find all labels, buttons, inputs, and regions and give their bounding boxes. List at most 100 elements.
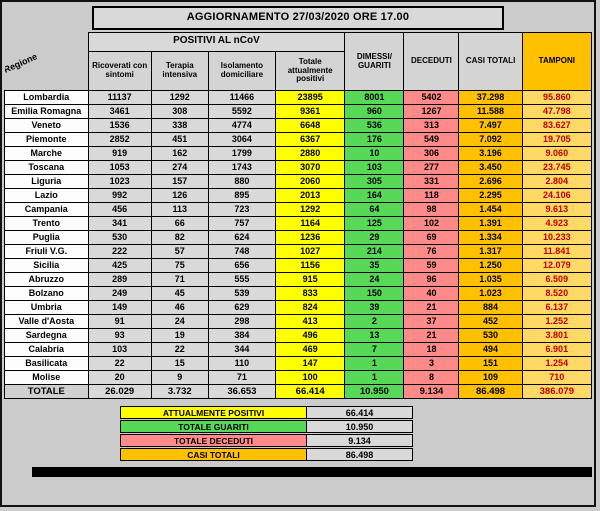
- table-cell: 249: [87, 286, 152, 301]
- table-cell: 157: [150, 174, 209, 189]
- region-label: Sardegna: [4, 328, 89, 343]
- table-cell: 496: [275, 328, 346, 343]
- legend-value: 9.134: [307, 434, 413, 447]
- table-cell: 26.029: [87, 384, 152, 399]
- table-row: Marche 919 162 1799 2880 10 306 3.196 9.060: [4, 146, 593, 161]
- table-cell: 1: [344, 370, 405, 385]
- table-cell: 2.804: [521, 174, 593, 189]
- region-label: Piemonte: [4, 132, 89, 147]
- table-cell: 2: [344, 314, 405, 329]
- table-cell: 22: [150, 342, 209, 357]
- table-cell: 126: [150, 188, 209, 203]
- table-cell: 45: [150, 286, 209, 301]
- table-row: Trento 341 66 757 1164 125 102 1.391 4.923: [4, 216, 593, 231]
- legend-label: TOTALE DECEDUTI: [120, 434, 307, 447]
- group-header-positivi: POSITIVI AL nCoV: [87, 32, 346, 52]
- table-cell: 21: [403, 328, 460, 343]
- col-header-deceduti: DECEDUTI: [403, 32, 460, 91]
- region-label: Molise: [4, 370, 89, 385]
- totals-legend: ATTUALMENTE POSITIVI 66.414 TOTALE GUARITI…: [120, 406, 440, 461]
- table-cell: 629: [207, 300, 277, 315]
- region-label: Valle d'Aosta: [4, 314, 89, 329]
- table-cell: 880: [207, 174, 277, 189]
- table-cell: 4774: [207, 118, 277, 133]
- table-cell: 344: [207, 342, 277, 357]
- table-cell: 3.801: [521, 328, 593, 343]
- table-cell: 456: [87, 202, 152, 217]
- table-cell: 341: [87, 216, 152, 231]
- table-cell: 1023: [87, 174, 152, 189]
- table-cell: 11.588: [458, 104, 523, 119]
- table-cell: 7.497: [458, 118, 523, 133]
- table-cell: 10: [344, 146, 405, 161]
- corner-region-label: Regione: [4, 32, 89, 91]
- legend-row: TOTALE GUARITI 10.950: [120, 420, 440, 433]
- table-cell: 95.860: [521, 90, 593, 105]
- table-cell: 2060: [275, 174, 346, 189]
- table-row: Molise 20 9 71 100 1 8 109 710: [4, 370, 593, 385]
- table-cell: 98: [403, 202, 460, 217]
- table-cell: 214: [344, 244, 405, 259]
- region-label: Abruzzo: [4, 272, 89, 287]
- table-cell: 3.732: [150, 384, 209, 399]
- table-cell: 1743: [207, 160, 277, 175]
- region-label: Sicilia: [4, 258, 89, 273]
- table-cell: 1799: [207, 146, 277, 161]
- table-cell: 539: [207, 286, 277, 301]
- table-cell: 915: [275, 272, 346, 287]
- table-cell: 1292: [275, 202, 346, 217]
- table-cell: 71: [150, 272, 209, 287]
- table-cell: 298: [207, 314, 277, 329]
- table-cell: 277: [403, 160, 460, 175]
- table-cell: 1.023: [458, 286, 523, 301]
- table-row: Friuli V.G. 222 57 748 1027 214 76 1.317 11.841: [4, 244, 593, 259]
- table-row: Liguria 1023 157 880 2060 305 331 2.696 2.804: [4, 174, 593, 189]
- legend-row: TOTALE DECEDUTI 9.134: [120, 434, 440, 447]
- table-cell: 24: [150, 314, 209, 329]
- table-cell: 9361: [275, 104, 346, 119]
- region-label: Friuli V.G.: [4, 244, 89, 259]
- table-cell: 1.254: [521, 356, 593, 371]
- table-cell: 11466: [207, 90, 277, 105]
- table-cell: 1292: [150, 90, 209, 105]
- region-label: Liguria: [4, 174, 89, 189]
- table-cell: 23895: [275, 90, 346, 105]
- table-cell: 824: [275, 300, 346, 315]
- table-cell: 57: [150, 244, 209, 259]
- table-cell: 18: [403, 342, 460, 357]
- table-cell: 83.627: [521, 118, 593, 133]
- legend-value: 10.950: [307, 420, 413, 433]
- region-label: Marche: [4, 146, 89, 161]
- table-cell: 274: [150, 160, 209, 175]
- table-row: Lazio 992 126 895 2013 164 118 2.295 24.106: [4, 188, 593, 203]
- table-cell: 76: [403, 244, 460, 259]
- region-label: Toscana: [4, 160, 89, 175]
- table-cell: 289: [87, 272, 152, 287]
- table-cell: 1.334: [458, 230, 523, 245]
- table-cell: 6648: [275, 118, 346, 133]
- table-cell: 1.391: [458, 216, 523, 231]
- covid-region-table: Regione POSITIVI AL nCoV DIMESSI/ GUARIT…: [4, 32, 593, 399]
- table-row: Toscana 1053 274 1743 3070 103 277 3.450 23.745: [4, 160, 593, 175]
- table-row: Basilicata 22 15 110 147 1 3 151 1.254: [4, 356, 593, 371]
- table-cell: 40: [403, 286, 460, 301]
- table-cell: 46: [150, 300, 209, 315]
- legend-row: ATTUALMENTE POSITIVI 66.414: [120, 406, 440, 419]
- table-cell: 710: [521, 370, 593, 385]
- table-cell: 1236: [275, 230, 346, 245]
- table-cell: 2880: [275, 146, 346, 161]
- table-cell: 1156: [275, 258, 346, 273]
- table-cell: 47.798: [521, 104, 593, 119]
- table-cell: 2.696: [458, 174, 523, 189]
- table-cell: 103: [87, 342, 152, 357]
- table-cell: 222: [87, 244, 152, 259]
- table-cell: 164: [344, 188, 405, 203]
- table-cell: 11137: [87, 90, 152, 105]
- table-cell: 24: [344, 272, 405, 287]
- table-row: Puglia 530 82 624 1236 29 69 1.334 10.233: [4, 230, 593, 245]
- table-cell: 1: [344, 356, 405, 371]
- table-cell: 536: [344, 118, 405, 133]
- table-cell: 833: [275, 286, 346, 301]
- table-cell: 24.106: [521, 188, 593, 203]
- table-cell: 919: [87, 146, 152, 161]
